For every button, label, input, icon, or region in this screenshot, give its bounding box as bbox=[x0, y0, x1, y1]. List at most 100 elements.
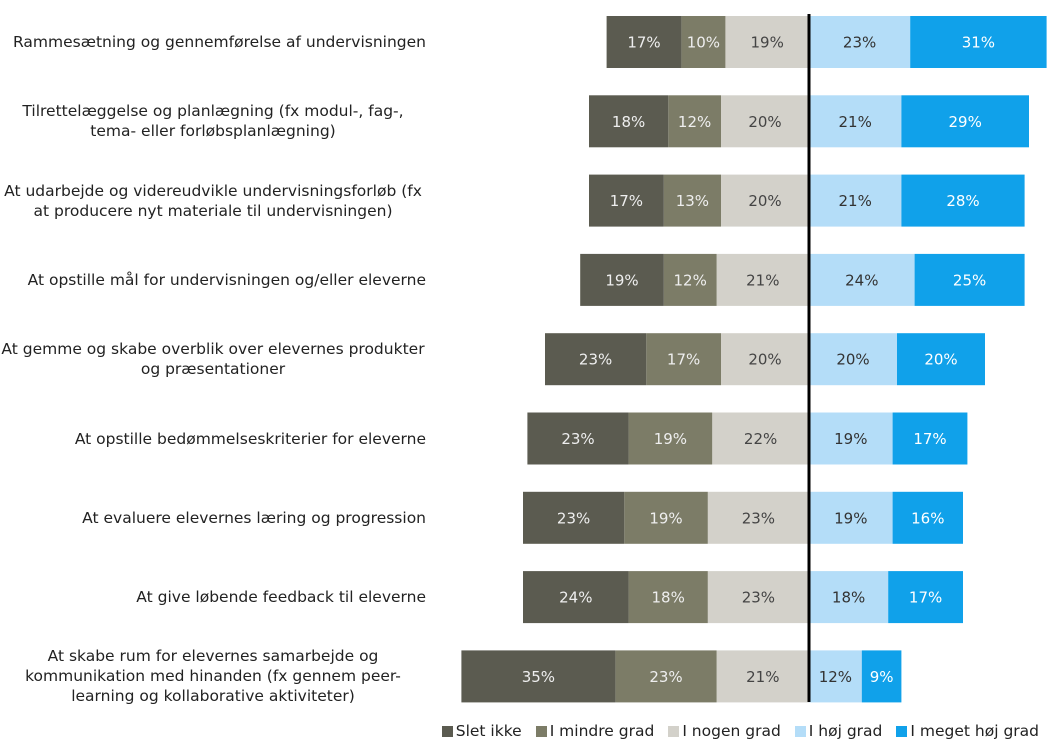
value-label: 28% bbox=[946, 192, 979, 210]
category-text: Rammesætning og gennemførelse af undervi… bbox=[13, 33, 426, 51]
category-text: Tilrettelæggelse og planlægning (fx modu… bbox=[22, 102, 404, 141]
bar-segment bbox=[721, 333, 809, 386]
bar-segment bbox=[901, 174, 1025, 227]
bar-segment bbox=[712, 412, 809, 465]
value-label: 19% bbox=[605, 271, 638, 289]
bar-segment bbox=[910, 16, 1047, 68]
value-label: 17% bbox=[909, 589, 942, 607]
value-label: 23% bbox=[742, 509, 775, 527]
bar-segment bbox=[707, 571, 809, 624]
bar-segment bbox=[461, 650, 616, 703]
bar-segment bbox=[707, 491, 809, 544]
legend-item: I meget høj grad bbox=[896, 722, 1039, 740]
value-label: 25% bbox=[953, 271, 986, 289]
value-label: 21% bbox=[746, 668, 779, 686]
bars: 19% 10% 17% 23% 31% 20% 12% 18% 21% 29% 20% 13% 17% 2… bbox=[461, 16, 1047, 703]
bar-segment bbox=[663, 253, 717, 306]
legend-swatch bbox=[668, 725, 680, 737]
value-label: 21% bbox=[746, 271, 779, 289]
category-text: At evaluere elevernes læring og progress… bbox=[82, 508, 426, 527]
value-label: 20% bbox=[924, 351, 957, 369]
value-label: 20% bbox=[836, 351, 869, 369]
value-label: 24% bbox=[845, 271, 878, 289]
bar-segment bbox=[897, 333, 985, 386]
legend-item: I nogen grad bbox=[668, 722, 781, 740]
bar-segment bbox=[721, 174, 809, 227]
category-text: At opstille mål for undervisningen og/el… bbox=[27, 270, 426, 289]
bar-segment bbox=[646, 333, 721, 386]
value-label: 23% bbox=[557, 509, 590, 527]
category-text: At give løbende feedback til eleverne bbox=[136, 588, 426, 607]
bar-segment bbox=[721, 95, 809, 148]
bar-segment bbox=[888, 571, 963, 624]
value-label: 21% bbox=[839, 192, 872, 210]
bar-segment bbox=[523, 571, 629, 624]
value-label: 9% bbox=[870, 668, 894, 686]
value-label: 23% bbox=[561, 430, 594, 448]
value-label: 17% bbox=[913, 430, 946, 448]
bar-segment bbox=[624, 491, 708, 544]
value-label: 17% bbox=[627, 34, 660, 52]
bar-segment bbox=[716, 650, 809, 703]
legend-swatch bbox=[535, 725, 547, 737]
bar-segment bbox=[668, 95, 721, 148]
bar-segment bbox=[892, 491, 963, 544]
bar-segment bbox=[892, 412, 968, 465]
value-label: 23% bbox=[742, 589, 775, 607]
legend-label: I høj grad bbox=[808, 722, 883, 740]
value-label: 16% bbox=[911, 509, 944, 527]
legend-swatch bbox=[441, 725, 453, 737]
legend-label: I nogen grad bbox=[682, 722, 781, 740]
legend-swatch bbox=[794, 725, 806, 737]
value-label: 20% bbox=[748, 192, 781, 210]
bar-segment bbox=[545, 333, 647, 386]
value-label: 19% bbox=[751, 34, 784, 52]
bar-segment bbox=[809, 333, 897, 386]
bar-segment bbox=[861, 650, 902, 703]
value-label: 22% bbox=[744, 430, 777, 448]
category-label: At gemme og skabe overblik over eleverne… bbox=[0, 339, 426, 379]
value-label: 31% bbox=[962, 34, 995, 52]
bar-segment bbox=[589, 95, 669, 148]
legend-label: Slet ikke bbox=[455, 722, 522, 740]
bar-segment bbox=[901, 95, 1029, 148]
category-label: At skabe rum for elevernes samarbejde og… bbox=[0, 646, 426, 706]
value-label: 23% bbox=[579, 351, 612, 369]
bar-segment bbox=[628, 571, 708, 624]
value-label: 17% bbox=[610, 192, 643, 210]
value-label: 20% bbox=[748, 113, 781, 131]
value-label: 19% bbox=[654, 430, 687, 448]
legend-item: I høj grad bbox=[794, 722, 883, 740]
bar-segment bbox=[809, 16, 911, 68]
bar-segment bbox=[809, 253, 915, 306]
bar-segment bbox=[615, 650, 717, 703]
legend-item: I mindre grad bbox=[535, 722, 655, 740]
value-label: 18% bbox=[612, 113, 645, 131]
bar-segment bbox=[914, 253, 1025, 306]
value-label: 23% bbox=[843, 34, 876, 52]
bar-segment bbox=[809, 412, 893, 465]
bar-segment bbox=[725, 16, 809, 68]
value-label: 19% bbox=[834, 509, 867, 527]
category-label: At udarbejde og videreudvikle undervisni… bbox=[0, 181, 426, 221]
legend-label: I mindre grad bbox=[549, 722, 655, 740]
bar-segment bbox=[716, 253, 809, 306]
value-label: 19% bbox=[649, 509, 682, 527]
value-label: 12% bbox=[678, 113, 711, 131]
value-label: 17% bbox=[667, 351, 700, 369]
category-label: At opstille mål for undervisningen og/el… bbox=[0, 270, 426, 290]
bar-segment bbox=[809, 571, 889, 624]
value-label: 13% bbox=[676, 192, 709, 210]
category-text: At gemme og skabe overblik over eleverne… bbox=[1, 340, 425, 379]
bar-segment bbox=[606, 16, 682, 68]
value-label: 18% bbox=[832, 589, 865, 607]
category-label: At give løbende feedback til eleverne bbox=[0, 587, 426, 607]
bar-segment bbox=[527, 412, 629, 465]
value-label: 21% bbox=[839, 113, 872, 131]
legend-item: Slet ikke bbox=[441, 722, 522, 740]
bar-segment bbox=[809, 491, 893, 544]
value-label: 23% bbox=[649, 668, 682, 686]
bar-segment bbox=[809, 650, 862, 703]
bar-segment bbox=[663, 174, 721, 227]
